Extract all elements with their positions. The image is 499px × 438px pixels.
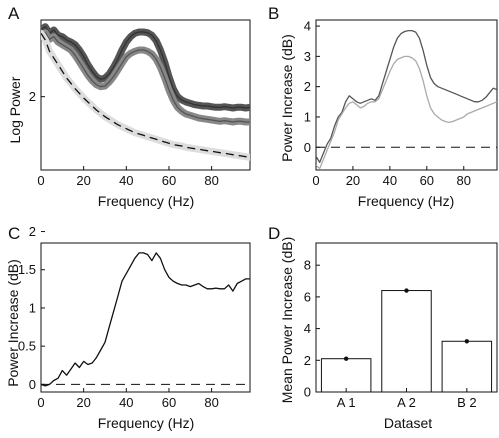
chart-d-y-tick-label: 8	[304, 258, 311, 273]
chart-d-bar-point	[343, 356, 349, 361]
panel-letter: D	[268, 224, 280, 243]
chart-d-y-tick-label: 6	[304, 289, 311, 304]
chart-c-x-tick-label: 40	[119, 395, 133, 410]
chart-b-series-line	[316, 55, 497, 170]
chart-a-series-group	[41, 23, 250, 161]
chart-d-category-label: B 2	[457, 395, 477, 410]
chart-a-series-band	[41, 23, 250, 112]
chart-a-plot-area	[40, 19, 251, 171]
chart-d-bar	[441, 340, 493, 393]
chart-b-x-tick-label: 40	[383, 173, 397, 188]
chart-panel-d: A 1 A 2 B 2 0 2 4 6 8 Dataset Mean Power Increa…	[279, 237, 498, 431]
chart-c-y-tick-label: 1	[29, 300, 36, 315]
panel-letter: A	[8, 4, 20, 23]
chart-d-y-tick-label: 0	[304, 385, 311, 400]
chart-d-ylabel: Mean Power Increase (dB)	[279, 237, 295, 404]
chart-b-plot-area	[315, 19, 498, 171]
chart-a-y-tick-label: 2	[29, 89, 36, 104]
chart-c-x-tick-label: 80	[204, 395, 218, 410]
chart-panel-b: 0 20 40 60 80 0 1 2 3 4 Frequency (Hz) Power Incr…	[279, 19, 498, 209]
chart-d-bar	[381, 290, 432, 393]
chart-b-series-line	[316, 29, 497, 164]
chart-d-y-tick-label: 2	[304, 353, 311, 368]
chart-c-x-tick-label: 0	[37, 395, 44, 410]
chart-c-x-tick-label: 60	[162, 395, 176, 410]
chart-c-plot-area	[40, 242, 251, 393]
chart-b-x-tick-label: 80	[457, 173, 471, 188]
chart-b-y-tick-label: 1	[304, 109, 311, 124]
chart-a-series-line	[41, 32, 250, 123]
chart-d-bar-point	[464, 339, 470, 344]
chart-c-y-tick-label: 2	[29, 224, 36, 239]
chart-b-y-tick-label: 4	[304, 19, 311, 34]
chart-d-bar	[320, 358, 372, 393]
chart-d-category-label: A 1	[337, 395, 356, 410]
chart-panel-a: 0 20 40 60 80 2 Frequency (Hz) Log Power	[7, 19, 251, 209]
chart-b-y-tick-label: 2	[304, 79, 311, 94]
chart-c-series-line	[41, 252, 250, 387]
chart-d-category-label: A 2	[397, 395, 416, 410]
chart-d-bar-point	[404, 288, 409, 293]
chart-c-xlabel: Frequency (Hz)	[98, 415, 194, 431]
chart-b-y-tick-label: 0	[304, 140, 311, 155]
chart-panel-c: 0 20 40 60 80 0 0.5 1 1.5 2 Frequency (Hz) Power …	[5, 224, 251, 431]
chart-b-y-tick-label: 3	[304, 49, 311, 64]
chart-b-xlabel: Frequency (Hz)	[358, 193, 454, 209]
chart-a-x-tick-label: 40	[119, 173, 133, 188]
chart-a-x-tick-label: 80	[204, 173, 218, 188]
chart-c-y-tick-label: 0.5	[18, 339, 36, 354]
chart-a-ylabel: Log Power	[7, 76, 23, 143]
chart-a-series-line	[41, 26, 250, 109]
panel-letter: C	[8, 224, 20, 243]
chart-a-x-tick-label: 0	[37, 173, 44, 188]
chart-b-ylabel: Power Increase (dB)	[279, 34, 295, 162]
chart-c-y-tick-label: 0	[29, 377, 36, 392]
chart-a-x-tick-label: 20	[76, 173, 90, 188]
chart-b-x-tick-label: 0	[312, 173, 319, 188]
chart-b-series-group	[316, 29, 497, 170]
chart-d-y-tick-label: 4	[304, 321, 311, 336]
chart-a-x-tick-label: 60	[162, 173, 176, 188]
chart-b-x-tick-label: 60	[420, 173, 434, 188]
panel-letter: B	[268, 4, 279, 23]
chart-b-x-tick-label: 20	[346, 173, 360, 188]
chart-a-series-line	[41, 32, 250, 158]
chart-a-xlabel: Frequency (Hz)	[98, 193, 194, 209]
chart-d-xlabel: Dataset	[384, 415, 432, 431]
chart-c-y-tick-label: 1.5	[18, 262, 36, 277]
chart-c-x-tick-label: 20	[76, 395, 90, 410]
chart-c-series-group	[41, 252, 250, 387]
chart-c-ylabel: Power Increase (dB)	[5, 259, 21, 387]
